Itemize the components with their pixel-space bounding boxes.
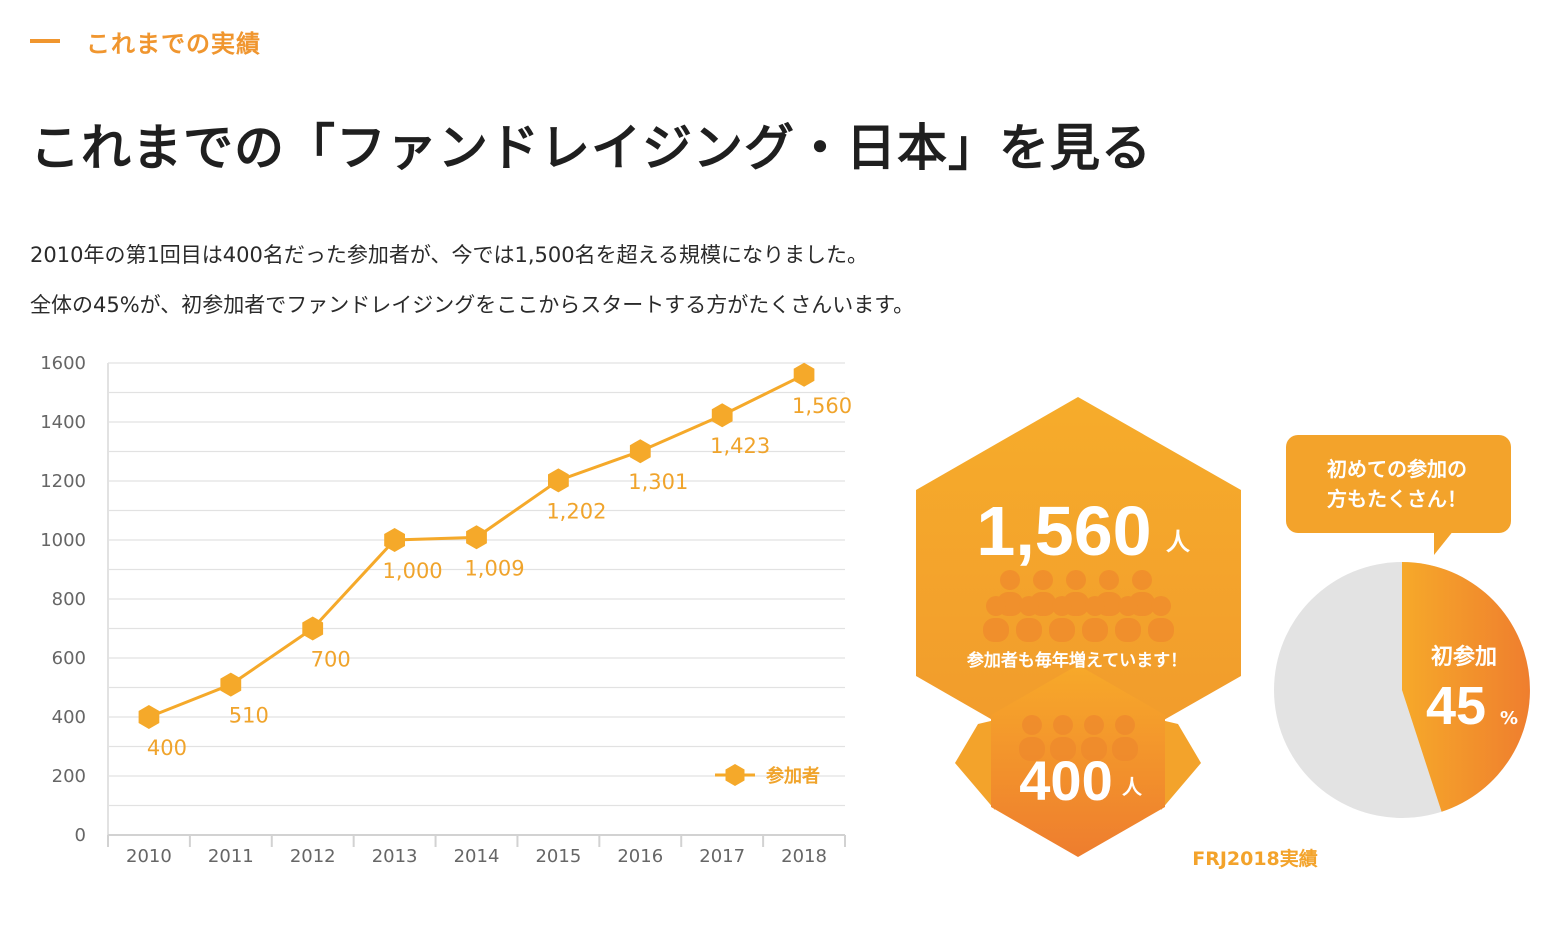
y-tick-label: 0 — [75, 825, 86, 846]
data-point — [793, 362, 815, 387]
y-tick-label: 800 — [52, 589, 86, 610]
description-line-1: 2010年の第1回目は400名だった参加者が、今では1,500名を超える規模にな… — [30, 243, 868, 267]
y-tick-label: 1600 — [40, 353, 86, 374]
data-point — [711, 403, 733, 428]
x-tick-label: 2016 — [617, 846, 663, 867]
x-tick-label: 2011 — [208, 846, 254, 867]
total-unit: 人 — [1166, 528, 1190, 556]
x-tick-label: 2010 — [126, 846, 172, 867]
left-arrow — [955, 720, 995, 810]
growth-caption: 参加者も毎年増えています！ — [967, 650, 1187, 671]
y-tick-label: 1400 — [40, 412, 86, 433]
start-unit: 人 — [1122, 775, 1143, 799]
data-label: 700 — [311, 648, 351, 672]
page-title: これまでの「ファンドレイジング・日本」を見る — [30, 119, 1152, 177]
bubble-line-2: 方もたくさん！ — [1327, 487, 1467, 511]
x-tick-label: 2014 — [454, 846, 500, 867]
data-point — [384, 528, 405, 552]
x-tick-label: 2018 — [781, 846, 827, 867]
description-line-2: 全体の45%が、初参加者でファンドレイジングをここからスタートする方がたくさんい… — [30, 293, 915, 317]
section-dash — [30, 39, 60, 43]
start-hexagon — [991, 665, 1165, 857]
section-label-text: これまでの実績 — [86, 29, 261, 58]
data-label: 1,423 — [710, 434, 770, 458]
x-tick-label: 2012 — [290, 846, 336, 867]
x-tick-label: 2013 — [372, 846, 418, 867]
pie-label: 初参加 — [1431, 644, 1497, 670]
x-tick-label: 2017 — [699, 846, 745, 867]
y-tick-label: 600 — [52, 648, 86, 669]
speech-bubble — [1286, 435, 1511, 533]
right-arrow — [1161, 720, 1201, 810]
bubble-line-1: 初めての参加の — [1327, 457, 1467, 481]
data-label: 1,000 — [383, 559, 443, 583]
speech-bubble-tail — [1434, 530, 1454, 555]
data-point — [629, 439, 651, 464]
data-point — [220, 672, 242, 697]
section-label: これまでの実績 — [30, 24, 261, 58]
data-label: 1,301 — [628, 470, 688, 494]
y-tick-label: 1200 — [40, 471, 86, 492]
data-label: 510 — [229, 704, 269, 728]
y-tick-label: 200 — [52, 766, 86, 787]
data-point — [138, 705, 160, 729]
legend-marker — [725, 764, 745, 786]
y-tick-label: 400 — [52, 707, 86, 728]
pie-unit: % — [1500, 708, 1518, 729]
pie-value: 45 — [1426, 676, 1486, 736]
data-label: 1,560 — [792, 394, 852, 418]
description: 2010年の第1回目は400名だった参加者が、今では1,500名を超える規模にな… — [30, 230, 914, 330]
data-label: 400 — [147, 736, 187, 760]
infographic: 1,560 人 参加者も毎年増えています！ 400 人 初めての参加の 方もたく… — [916, 397, 1530, 870]
data-point — [302, 616, 324, 641]
legend-label: 参加者 — [766, 765, 820, 787]
pie-slice-first-time — [1402, 562, 1530, 812]
x-tick-label: 2015 — [535, 846, 581, 867]
start-number: 400 — [1019, 749, 1112, 812]
data-label: 1,009 — [464, 556, 524, 580]
total-number: 1,560 — [976, 492, 1151, 570]
data-point — [466, 525, 487, 550]
data-point — [548, 468, 569, 493]
y-tick-label: 1000 — [40, 530, 86, 551]
data-label: 1,202 — [546, 499, 606, 523]
participants-line-chart: 0 200 400 600 800 1000 1200 1400 1600 2010 2011 201… — [40, 353, 852, 867]
footnote: FRJ2018実績 — [1192, 847, 1318, 870]
